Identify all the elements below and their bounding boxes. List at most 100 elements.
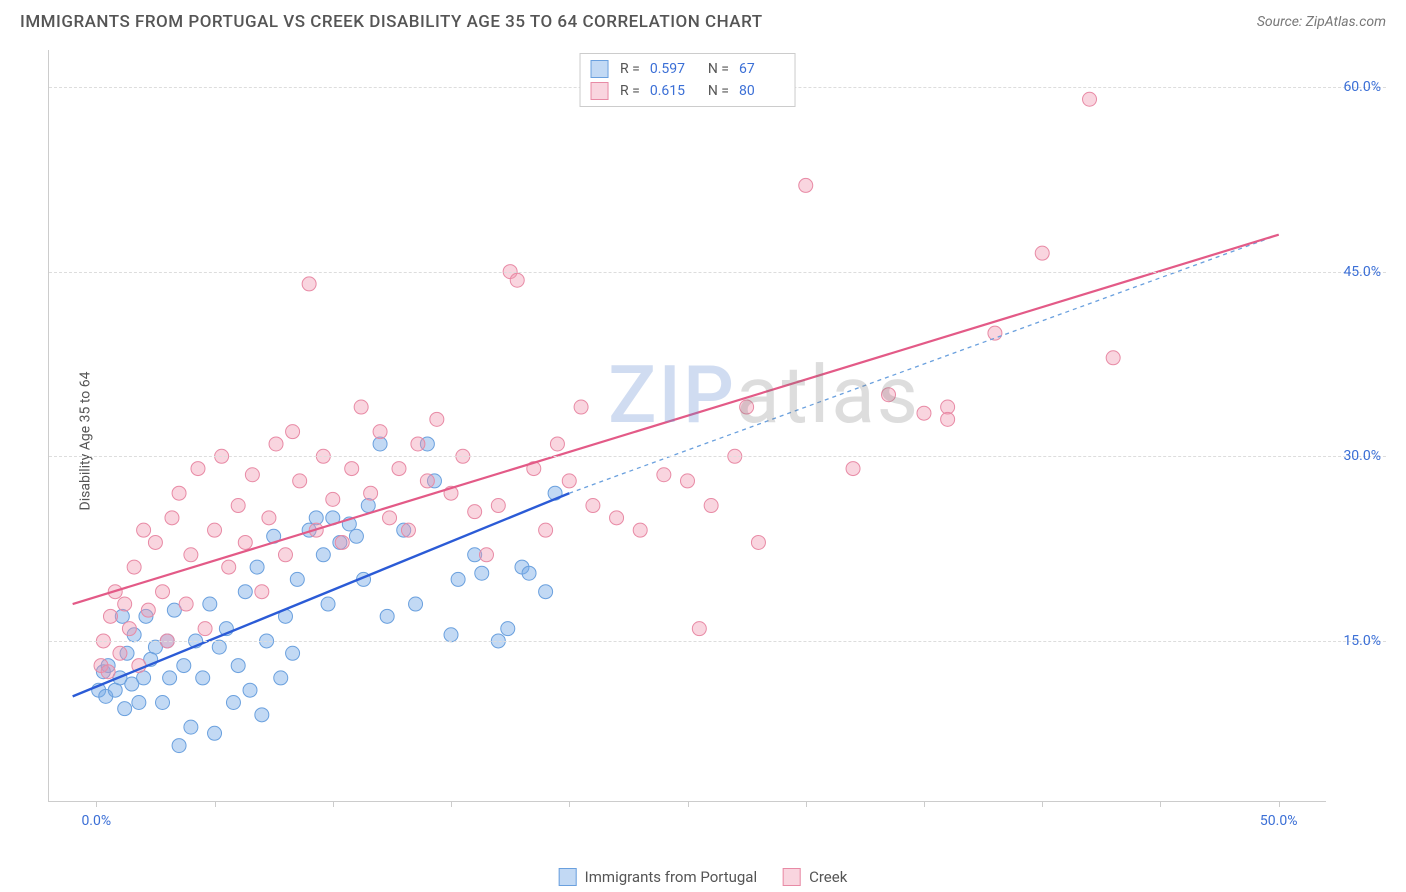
data-point <box>550 437 564 451</box>
data-point <box>539 585 553 599</box>
data-point <box>411 437 425 451</box>
data-point <box>274 671 288 685</box>
gridline <box>49 456 1386 457</box>
data-point <box>103 609 117 623</box>
data-point <box>132 696 146 710</box>
chart-container: Disability Age 35 to 64 ZIPatlas R =0.59… <box>48 50 1386 832</box>
legend-swatch <box>783 868 801 886</box>
r-value: 0.597 <box>650 61 696 77</box>
gridline <box>49 272 1386 273</box>
legend-swatch <box>559 868 577 886</box>
data-point <box>141 603 155 617</box>
x-tick-mark <box>1042 801 1043 807</box>
data-point <box>208 523 222 537</box>
data-point <box>740 400 754 414</box>
x-tick-mark <box>806 801 807 807</box>
x-tick-mark <box>96 801 97 807</box>
data-point <box>156 585 170 599</box>
data-point <box>177 659 191 673</box>
data-point <box>290 572 304 586</box>
data-point <box>479 548 493 562</box>
data-point <box>321 597 335 611</box>
data-point <box>491 499 505 513</box>
data-point <box>191 462 205 476</box>
data-point <box>409 597 423 611</box>
data-point <box>988 326 1002 340</box>
source-attribution: Source: ZipAtlas.com <box>1257 14 1386 30</box>
data-point <box>245 468 259 482</box>
legend-swatch <box>590 60 608 78</box>
data-point <box>212 640 226 654</box>
data-point <box>1083 92 1097 106</box>
r-value: 0.615 <box>650 83 696 99</box>
data-point <box>286 425 300 439</box>
data-point <box>122 622 136 636</box>
data-point <box>1106 351 1120 365</box>
legend-item: Creek <box>783 868 847 886</box>
data-point <box>349 529 363 543</box>
data-point <box>255 585 269 599</box>
data-point <box>255 708 269 722</box>
data-point <box>196 671 210 685</box>
data-point <box>262 511 276 525</box>
data-point <box>364 486 378 500</box>
data-point <box>231 659 245 673</box>
data-point <box>692 622 706 636</box>
data-point <box>522 566 536 580</box>
data-point <box>917 406 931 420</box>
data-point <box>250 560 264 574</box>
data-point <box>475 566 489 580</box>
data-point <box>113 646 127 660</box>
data-point <box>302 277 316 291</box>
n-value: 67 <box>739 61 785 77</box>
data-point <box>203 597 217 611</box>
data-point <box>751 535 765 549</box>
trend-line <box>73 235 1279 604</box>
data-point <box>383 511 397 525</box>
legend-bottom: Immigrants from Portugal Creek <box>559 868 848 886</box>
data-point <box>238 535 252 549</box>
data-point <box>610 511 624 525</box>
legend-swatch <box>590 82 608 100</box>
data-point <box>380 609 394 623</box>
data-point <box>633 523 647 537</box>
data-point <box>278 548 292 562</box>
x-tick-label: 0.0% <box>81 813 111 829</box>
data-point <box>586 499 600 513</box>
data-point <box>704 499 718 513</box>
data-point <box>562 474 576 488</box>
data-point <box>316 548 330 562</box>
legend-label: Immigrants from Portugal <box>585 868 757 886</box>
legend-stats: R =0.597N =67R =0.615N =80 <box>579 53 796 107</box>
data-point <box>657 468 671 482</box>
data-point <box>882 388 896 402</box>
data-point <box>335 535 349 549</box>
data-point <box>231 499 245 513</box>
legend-stats-row: R =0.597N =67 <box>590 58 785 80</box>
data-point <box>326 492 340 506</box>
x-tick-mark <box>924 801 925 807</box>
legend-label: Creek <box>809 868 847 886</box>
data-point <box>574 400 588 414</box>
x-tick-mark <box>1279 801 1280 807</box>
data-point <box>941 412 955 426</box>
data-point <box>269 437 283 451</box>
data-point <box>208 726 222 740</box>
n-label: N = <box>708 83 729 99</box>
data-point <box>345 462 359 476</box>
data-point <box>243 683 257 697</box>
data-point <box>127 560 141 574</box>
data-point <box>118 702 132 716</box>
data-point <box>444 628 458 642</box>
y-tick-label: 45.0% <box>1343 264 1381 280</box>
n-value: 80 <box>739 83 785 99</box>
data-point <box>501 622 515 636</box>
y-tick-label: 15.0% <box>1343 633 1381 649</box>
data-point <box>539 523 553 537</box>
chart-title: IMMIGRANTS FROM PORTUGAL VS CREEK DISABI… <box>20 12 763 32</box>
data-point <box>468 505 482 519</box>
data-point <box>163 671 177 685</box>
x-tick-mark <box>451 801 452 807</box>
data-point <box>401 523 415 537</box>
x-tick-mark <box>569 801 570 807</box>
